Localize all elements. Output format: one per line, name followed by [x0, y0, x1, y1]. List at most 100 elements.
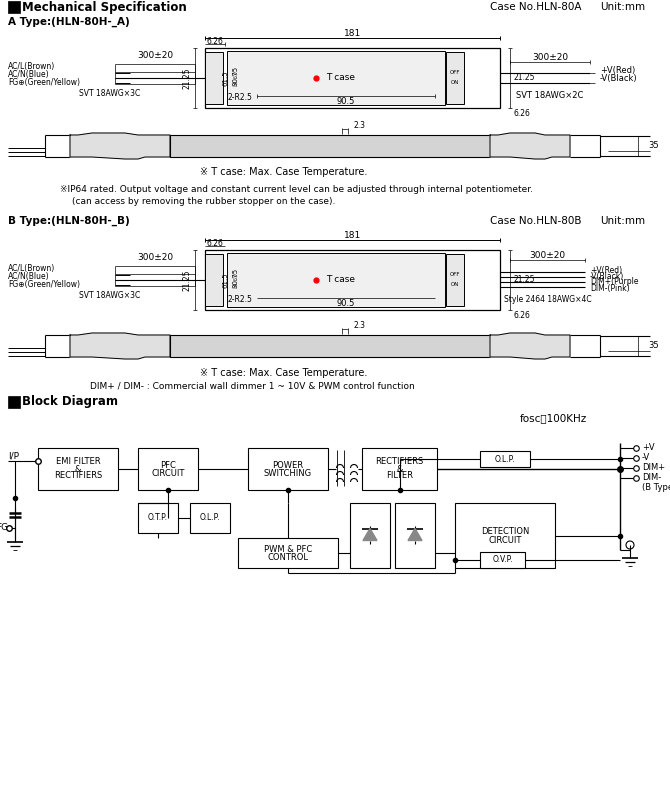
Bar: [8, 1, 20, 13]
Text: SVT 18AWG×3C: SVT 18AWG×3C: [79, 292, 141, 301]
Text: DIM+ / DIM- : Commercial wall dimmer 1 ~ 10V & PWM control function: DIM+ / DIM- : Commercial wall dimmer 1 ~…: [90, 381, 415, 390]
Text: 2-R2.5: 2-R2.5: [228, 94, 253, 103]
Bar: [362, 448, 437, 490]
Polygon shape: [70, 133, 170, 159]
Text: RECTIFIERS: RECTIFIERS: [375, 457, 423, 466]
Text: EMI FILTER: EMI FILTER: [56, 457, 100, 466]
Text: &: &: [396, 465, 403, 473]
Bar: [395, 503, 435, 568]
Text: CONTROL: CONTROL: [267, 553, 308, 562]
Text: 90.5: 90.5: [337, 96, 355, 106]
Text: 181: 181: [344, 28, 361, 37]
Text: -V(Black): -V(Black): [600, 74, 638, 82]
Text: 6.26: 6.26: [206, 238, 223, 247]
Text: ※ T case: Max. Case Temperature.: ※ T case: Max. Case Temperature.: [200, 368, 367, 378]
Text: A Type:(HLN-80H-_A): A Type:(HLN-80H-_A): [8, 17, 130, 27]
Text: CIRCUIT: CIRCUIT: [151, 469, 185, 478]
Bar: [170, 135, 490, 157]
Text: M 6V: M 6V: [234, 70, 239, 86]
Text: 30.75: 30.75: [232, 268, 238, 288]
Text: O.V.P.: O.V.P.: [492, 556, 513, 565]
Bar: [138, 503, 178, 533]
Text: SWITCHING: SWITCHING: [264, 469, 312, 478]
Text: -V: -V: [642, 453, 651, 462]
Bar: [350, 503, 390, 568]
Text: +V(Red): +V(Red): [590, 266, 622, 275]
Text: AC/N(Blue): AC/N(Blue): [8, 69, 50, 78]
Text: -V(Black): -V(Black): [590, 271, 624, 280]
Text: 6.26: 6.26: [514, 310, 531, 319]
Text: AC/L(Brown): AC/L(Brown): [8, 61, 55, 70]
Text: 61.5: 61.5: [222, 272, 228, 288]
Text: AC/N(Blue): AC/N(Blue): [8, 271, 50, 280]
Bar: [480, 552, 525, 568]
Text: fosc：100KHz: fosc：100KHz: [520, 413, 587, 423]
Text: (B Type): (B Type): [642, 483, 670, 493]
Text: DIM-: DIM-: [642, 473, 661, 482]
Text: 35: 35: [648, 141, 659, 150]
Text: 6.26: 6.26: [514, 108, 531, 117]
Text: FG⊕(Green/Yellow): FG⊕(Green/Yellow): [8, 78, 80, 86]
Bar: [238, 538, 338, 568]
Bar: [446, 52, 464, 104]
Text: RECTIFIERS: RECTIFIERS: [54, 472, 102, 481]
Text: 6.26: 6.26: [206, 36, 223, 45]
Text: PFC: PFC: [160, 461, 176, 469]
Text: ※IP64 rated. Output voltage and constant current level can be adjusted through i: ※IP64 rated. Output voltage and constant…: [60, 186, 533, 195]
Text: 2.3: 2.3: [353, 121, 365, 131]
Text: 35: 35: [648, 342, 659, 351]
Text: 300±20: 300±20: [137, 254, 173, 263]
Bar: [205, 254, 223, 306]
Text: 300±20: 300±20: [532, 53, 568, 62]
Text: ON: ON: [451, 283, 459, 288]
Text: 21.25: 21.25: [514, 276, 535, 284]
Text: SVT 18AWG×3C: SVT 18AWG×3C: [79, 90, 141, 99]
Polygon shape: [490, 333, 570, 359]
Text: 30.75: 30.75: [232, 66, 238, 86]
Bar: [446, 254, 464, 306]
Text: Block Diagram: Block Diagram: [22, 395, 118, 409]
Text: AC/L(Brown): AC/L(Brown): [8, 263, 55, 272]
Text: 2-R2.5: 2-R2.5: [228, 296, 253, 305]
Bar: [170, 335, 490, 357]
Text: 181: 181: [344, 230, 361, 239]
Polygon shape: [363, 528, 377, 541]
Bar: [248, 448, 328, 490]
Text: O.L.P.: O.L.P.: [494, 454, 515, 464]
Text: DIM+(Purple: DIM+(Purple: [590, 277, 639, 287]
Text: T case: T case: [326, 74, 355, 82]
Text: ※ T case: Max. Case Temperature.: ※ T case: Max. Case Temperature.: [200, 167, 367, 177]
Bar: [480, 451, 530, 467]
Text: OFF: OFF: [450, 272, 460, 277]
Polygon shape: [408, 528, 422, 541]
Text: +V: +V: [642, 444, 655, 452]
Text: 300±20: 300±20: [137, 52, 173, 61]
Text: 21.25: 21.25: [182, 269, 191, 291]
Text: ON: ON: [451, 81, 459, 86]
Text: CIRCUIT: CIRCUIT: [488, 536, 522, 545]
Text: SVT 18AWG×2C: SVT 18AWG×2C: [517, 91, 584, 100]
Text: OFF: OFF: [450, 70, 460, 75]
Bar: [38, 448, 118, 490]
Text: I/P: I/P: [8, 452, 19, 461]
Text: FG: FG: [0, 524, 8, 532]
Text: M 6V: M 6V: [234, 272, 239, 288]
Text: 90.5: 90.5: [337, 298, 355, 308]
Text: T case: T case: [326, 276, 355, 284]
Bar: [8, 396, 20, 408]
Bar: [205, 48, 500, 108]
Bar: [227, 253, 445, 307]
Text: PWM & PFC: PWM & PFC: [264, 545, 312, 553]
Text: DIM-(Pink): DIM-(Pink): [590, 284, 630, 292]
Text: 61.5: 61.5: [222, 70, 228, 86]
Text: 21.25: 21.25: [182, 67, 191, 89]
Bar: [205, 250, 500, 310]
Text: Style 2464 18AWG×4C: Style 2464 18AWG×4C: [504, 296, 592, 305]
Text: 21.25: 21.25: [514, 74, 535, 82]
Text: Unit:mm: Unit:mm: [600, 2, 645, 12]
Text: +V(Red): +V(Red): [600, 65, 635, 74]
Polygon shape: [490, 133, 570, 159]
Bar: [455, 503, 555, 568]
Bar: [205, 52, 223, 104]
Text: Unit:mm: Unit:mm: [600, 216, 645, 226]
